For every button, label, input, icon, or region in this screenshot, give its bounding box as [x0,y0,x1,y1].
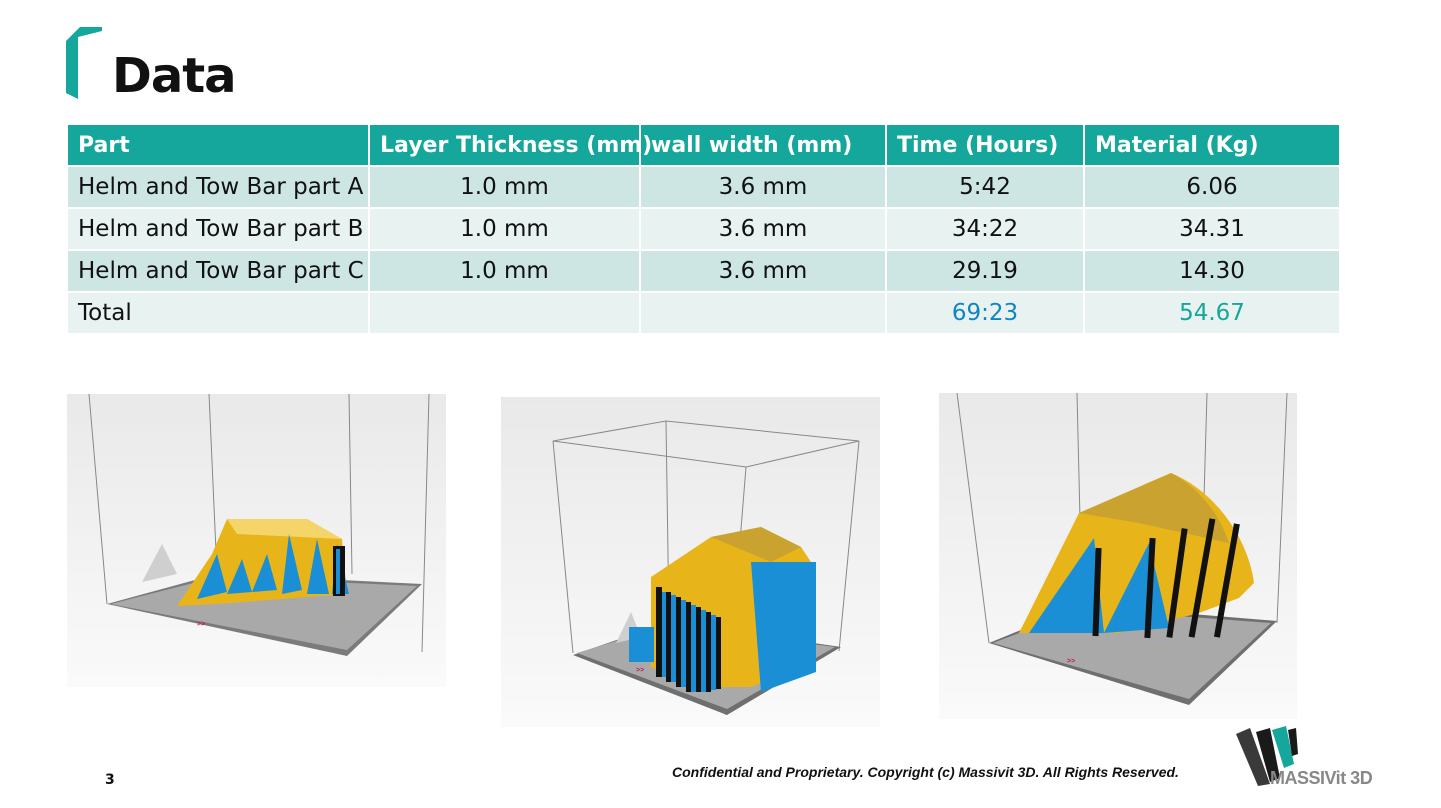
cell-material: 34.31 [1083,207,1341,251]
header-part: Part [66,123,370,167]
cell-material: 14.30 [1083,249,1341,293]
svg-text:>>: >> [636,667,644,674]
title-accent-icon [66,27,102,99]
cell-time: 34:22 [885,207,1085,251]
table-row: Helm and Tow Bar part C 1.0 mm 3.6 mm 29… [66,249,1341,293]
part-b-render: >> [501,397,880,727]
logo-text: MASSIVit 3D [1270,768,1373,788]
cell-part: Helm and Tow Bar part A [66,165,370,209]
footer-copyright: Confidential and Proprietary. Copyright … [672,764,1179,780]
table-row-total: Total 69:23 54.67 [66,291,1341,335]
svg-text:>>: >> [197,621,205,628]
cell-wall-width [639,291,887,335]
data-table: Part Layer Thickness (mm) wall width (mm… [66,123,1341,335]
cell-part: Helm and Tow Bar part B [66,207,370,251]
massivit-logo-icon [1236,726,1298,786]
header-time: Time (Hours) [885,123,1085,167]
cell-layer-thickness: 1.0 mm [368,207,641,251]
cell-wall-width: 3.6 mm [639,165,887,209]
cell-part: Total [66,291,370,335]
part-a-render: >> [67,394,446,687]
part-c-render: >> [939,393,1297,719]
svg-text:>>: >> [1067,658,1075,665]
cell-time: 5:42 [885,165,1085,209]
cell-layer-thickness [368,291,641,335]
table-row: Helm and Tow Bar part B 1.0 mm 3.6 mm 34… [66,207,1341,251]
page-title: Data [112,48,237,104]
header-wall-width: wall width (mm) [639,123,887,167]
cell-wall-width: 3.6 mm [639,249,887,293]
table-row: Helm and Tow Bar part A 1.0 mm 3.6 mm 5:… [66,165,1341,209]
cell-layer-thickness: 1.0 mm [368,165,641,209]
cell-material-total: 54.67 [1083,291,1341,335]
cell-material: 6.06 [1083,165,1341,209]
cell-time-total: 69:23 [885,291,1085,335]
header-layer-thickness: Layer Thickness (mm) [368,123,652,167]
cell-layer-thickness: 1.0 mm [368,249,641,293]
cell-wall-width: 3.6 mm [639,207,887,251]
cell-time: 29.19 [885,249,1085,293]
header-material: Material (Kg) [1083,123,1341,167]
table-header-row: Part Layer Thickness (mm) wall width (mm… [66,123,1341,167]
cell-part: Helm and Tow Bar part C [66,249,370,293]
page-number: 3 [105,772,115,788]
